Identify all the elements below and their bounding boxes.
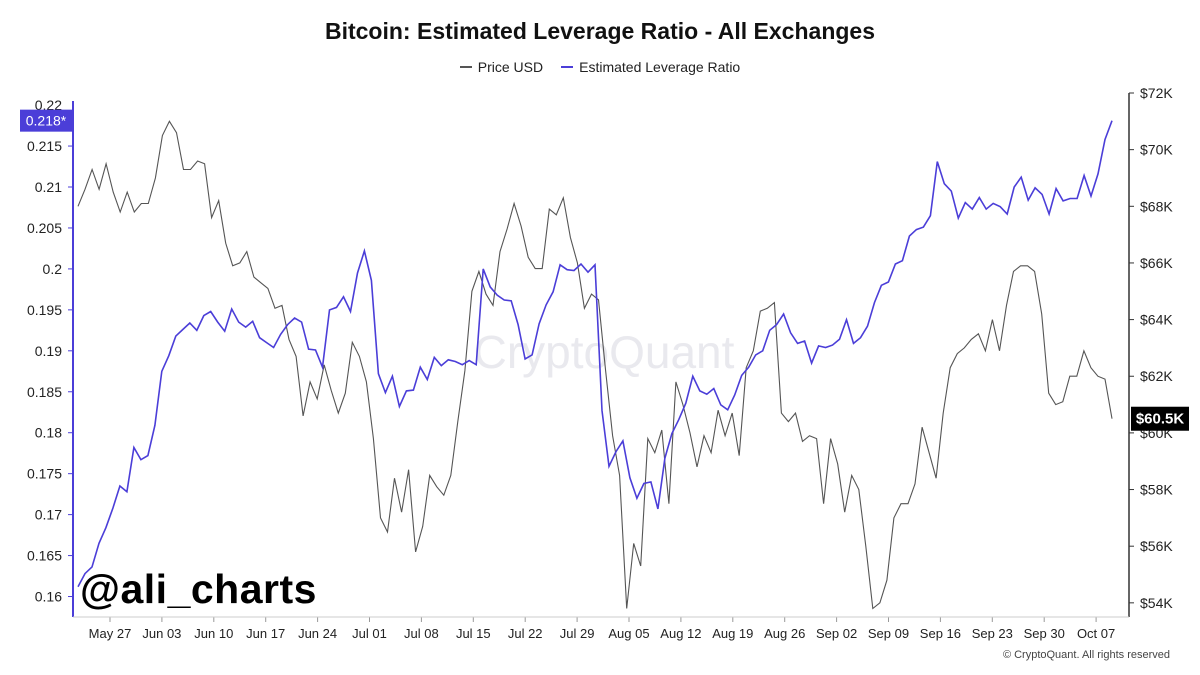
x-tick-label: Jul 22	[508, 626, 543, 641]
right-tick-label: $56K	[1140, 538, 1173, 554]
legend-label-leverage: Estimated Leverage Ratio	[579, 59, 741, 75]
x-tick-label: Sep 16	[920, 626, 961, 641]
current-price-label: $60.5K	[1136, 411, 1185, 428]
right-tick-label: $58K	[1140, 482, 1173, 498]
x-tick-label: Aug 05	[608, 626, 649, 641]
x-tick-label: Jun 03	[142, 626, 181, 641]
current-price-badge: $60.5K	[1131, 406, 1189, 431]
x-tick-label: May 27	[89, 626, 132, 641]
left-tick-label: 0.205	[27, 220, 62, 236]
left-tick-label: 0.165	[27, 548, 62, 564]
right-tick-label: $62K	[1140, 368, 1173, 384]
left-tick-label: 0.185	[27, 384, 62, 400]
left-tick-label: 0.195	[27, 302, 62, 318]
right-tick-label: $68K	[1140, 198, 1173, 214]
left-tick-label: 0.18	[35, 425, 62, 441]
legend-swatch-leverage	[561, 66, 574, 68]
left-tick-label: 0.17	[35, 507, 62, 523]
x-tick-label: Sep 02	[816, 626, 857, 641]
author-handle: @ali_charts	[80, 566, 317, 612]
legend-item-leverage[interactable]: Estimated Leverage Ratio	[561, 59, 740, 75]
x-tick-label: Jul 15	[456, 626, 491, 641]
current-leverage-badge: 0.218*	[20, 109, 73, 132]
left-axis: 0.160.1650.170.1750.180.1850.190.1950.20…	[27, 97, 73, 605]
left-tick-label: 0.19	[35, 343, 62, 359]
right-tick-label: $54K	[1140, 595, 1173, 611]
right-tick-label: $72K	[1140, 85, 1173, 101]
legend-item-price[interactable]: Price USD	[459, 59, 544, 75]
x-axis: May 27 Jun 03 Jun 10 Jun 17 Jun 24 Jul 01 Jul …	[89, 617, 1115, 641]
x-tick-label: Sep 30	[1024, 626, 1065, 641]
left-tick-label: 0.2	[43, 261, 63, 277]
right-tick-label: $66K	[1140, 255, 1173, 271]
x-tick-label: Sep 23	[972, 626, 1013, 641]
x-tick-label: Oct 07	[1077, 626, 1115, 641]
x-tick-label: Jun 17	[246, 626, 285, 641]
chart-legend: Price USD Estimated Leverage Ratio	[0, 59, 1200, 75]
series-line-price[interactable]	[77, 120, 1113, 610]
x-tick-label: Aug 26	[764, 626, 805, 641]
x-tick-label: Sep 09	[868, 626, 909, 641]
x-tick-label: Jul 08	[404, 626, 439, 641]
legend-label-price: Price USD	[477, 59, 544, 75]
left-tick-label-top: 0.22	[35, 97, 62, 113]
copyright-text: © CryptoQuant. All rights reserved	[1002, 649, 1170, 661]
left-tick-label: 0.215	[27, 138, 62, 154]
x-tick-label: Jul 01	[352, 626, 387, 641]
chart-title: Bitcoin: Estimated Leverage Ratio - All …	[324, 18, 875, 44]
left-tick-label: 0.175	[27, 466, 62, 482]
x-tick-label: Jun 10	[194, 626, 233, 641]
current-leverage-label: 0.218*	[26, 113, 67, 129]
x-tick-label: Aug 12	[660, 626, 701, 641]
right-tick-label: $70K	[1140, 142, 1173, 158]
x-tick-label: Aug 19	[712, 626, 753, 641]
legend-swatch-price	[459, 66, 472, 68]
x-tick-label: Jun 24	[298, 626, 337, 641]
x-tick-label: Jul 29	[560, 626, 595, 641]
right-tick-label: $64K	[1140, 312, 1173, 328]
right-axis: $54K$56K$58K$60K$62K$64K$66K$68K$70K$72K	[1129, 85, 1173, 611]
series-line-leverage[interactable]	[77, 120, 1113, 588]
left-tick-label: 0.21	[35, 179, 62, 195]
left-tick-label: 0.16	[35, 589, 62, 605]
